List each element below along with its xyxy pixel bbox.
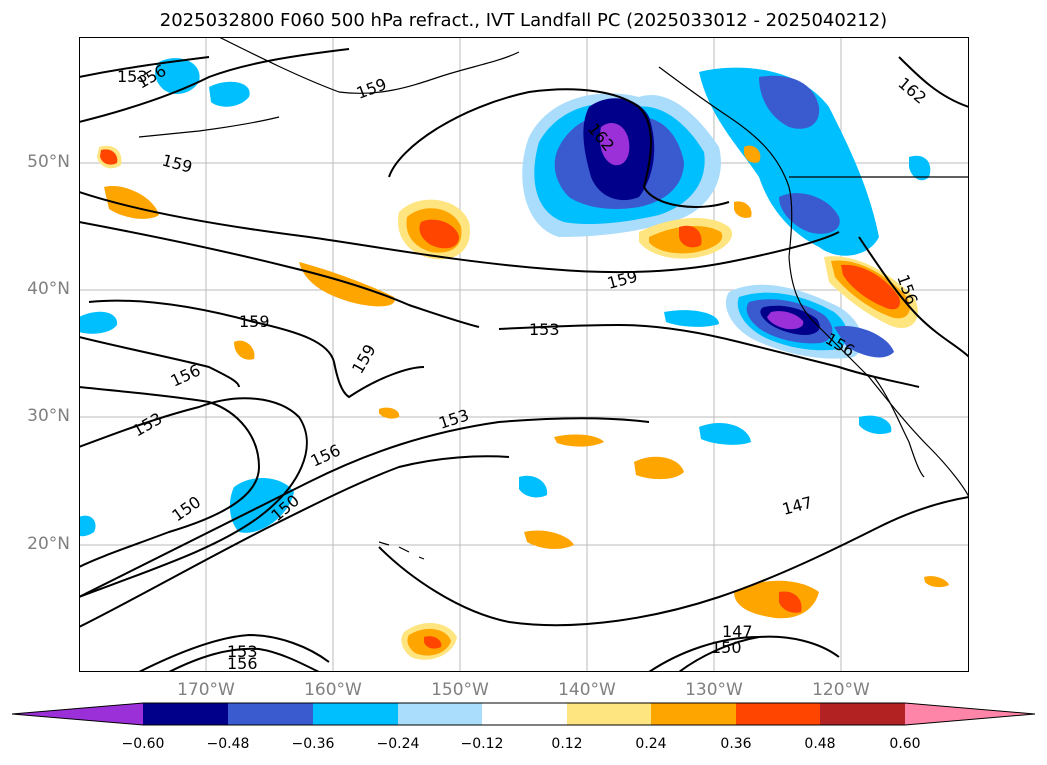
blob-ne-pacific-north (155, 58, 200, 94)
contour-150 (79, 455, 510, 628)
contour-lines (79, 48, 969, 672)
lon-label-130w: 130°W (685, 680, 743, 700)
colorbar-segment (398, 703, 482, 725)
map-frame (79, 37, 969, 672)
contour-label: 159 (605, 267, 639, 293)
colorbar-tick: −0.48 (206, 736, 250, 752)
blob-bc-coast (699, 67, 879, 256)
lat-label-20n: 20°N (27, 534, 70, 554)
colorbar-outline (11, 702, 1036, 726)
lon-label-140w: 140°W (558, 680, 616, 700)
contour-label: 159 (239, 312, 270, 331)
nw-coast (658, 66, 969, 498)
contour-159-a (79, 48, 350, 123)
colorbar-tick: 0.48 (804, 736, 836, 752)
baja (873, 376, 925, 478)
colorbar-segment (482, 703, 567, 725)
colorbar-segment (567, 703, 651, 725)
contour-156-e (79, 417, 650, 598)
contour-label: 153 (529, 320, 560, 339)
hawaii (378, 541, 425, 560)
contour-label: 156 (227, 654, 258, 672)
contour-label: 147 (722, 622, 753, 641)
colorbar-tick: −0.12 (460, 736, 504, 752)
contour-153-b (79, 397, 308, 598)
lat-label-50n: 50°N (27, 152, 70, 172)
contour-156-g (858, 236, 969, 358)
lon-label-150w: 150°W (431, 680, 489, 700)
contour-label: 153 (130, 409, 166, 441)
contour-156-d (79, 386, 261, 568)
coastlines (138, 37, 969, 560)
contour-147 (378, 496, 969, 627)
contour-label: 159 (160, 151, 194, 177)
contour-156-c (79, 336, 240, 388)
contour-label: 150 (711, 638, 742, 657)
contour-162 (388, 88, 730, 208)
contour-156-f (138, 633, 330, 672)
colorbar-segment (651, 703, 736, 725)
alaska-coast (218, 37, 520, 94)
contour-label: 153 (436, 405, 471, 433)
positive-shading (97, 145, 949, 660)
contour-label: 147 (780, 493, 814, 519)
negative-shading (79, 58, 931, 537)
contour-label: 162 (894, 74, 930, 108)
contour-153-c (168, 647, 320, 672)
colorbar-segment (820, 703, 905, 725)
contour-label-layer: 153 156 159 159 162 162 159 159 159 153 … (117, 61, 930, 672)
contour-156-a (79, 56, 210, 78)
contour-156-b (79, 221, 480, 328)
contour-label: 153 (227, 642, 258, 661)
contour-label: 159 (348, 341, 380, 377)
colorbar-tick: 0.36 (720, 736, 752, 752)
colorbar-tick: 0.12 (551, 736, 583, 752)
contour-150-b (648, 636, 760, 672)
aleutians (138, 116, 280, 138)
colorbar-segment (228, 703, 313, 725)
contour-label: 156 (308, 440, 344, 470)
contour-162-b (898, 56, 969, 108)
lat-label-40n: 40°N (27, 279, 70, 299)
colorbar (11, 702, 1036, 726)
contour-153-a (498, 323, 920, 388)
lon-label-170w: 170°W (177, 680, 235, 700)
contour-label: 159 (354, 74, 389, 102)
colorbar-tick: −0.24 (376, 736, 420, 752)
colorbar-tick: −0.36 (291, 736, 335, 752)
colorbar-tick: 0.24 (635, 736, 667, 752)
contour-label: 150 (168, 492, 204, 525)
contour-147-b (678, 635, 840, 672)
contour-label: 153 (117, 67, 148, 86)
contour-159-b (79, 191, 840, 274)
colorbar-segment (905, 703, 1035, 725)
colorbar-tick: −0.60 (121, 736, 165, 752)
map-panel: 153 156 159 159 162 162 159 159 159 153 … (79, 37, 969, 672)
contour-159-c (88, 299, 425, 399)
colorbar-segment (143, 703, 228, 725)
figure-title: 2025032800 F060 500 hPa refract., IVT La… (159, 10, 888, 31)
colorbar-tick: 0.60 (889, 736, 921, 752)
colorbar-segment (736, 703, 820, 725)
colorbar-segment (313, 703, 398, 725)
lon-label-160w: 160°W (304, 680, 362, 700)
lat-label-30n: 30°N (27, 406, 70, 426)
colorbar-segment (12, 703, 143, 725)
lon-label-120w: 120°W (812, 680, 870, 700)
